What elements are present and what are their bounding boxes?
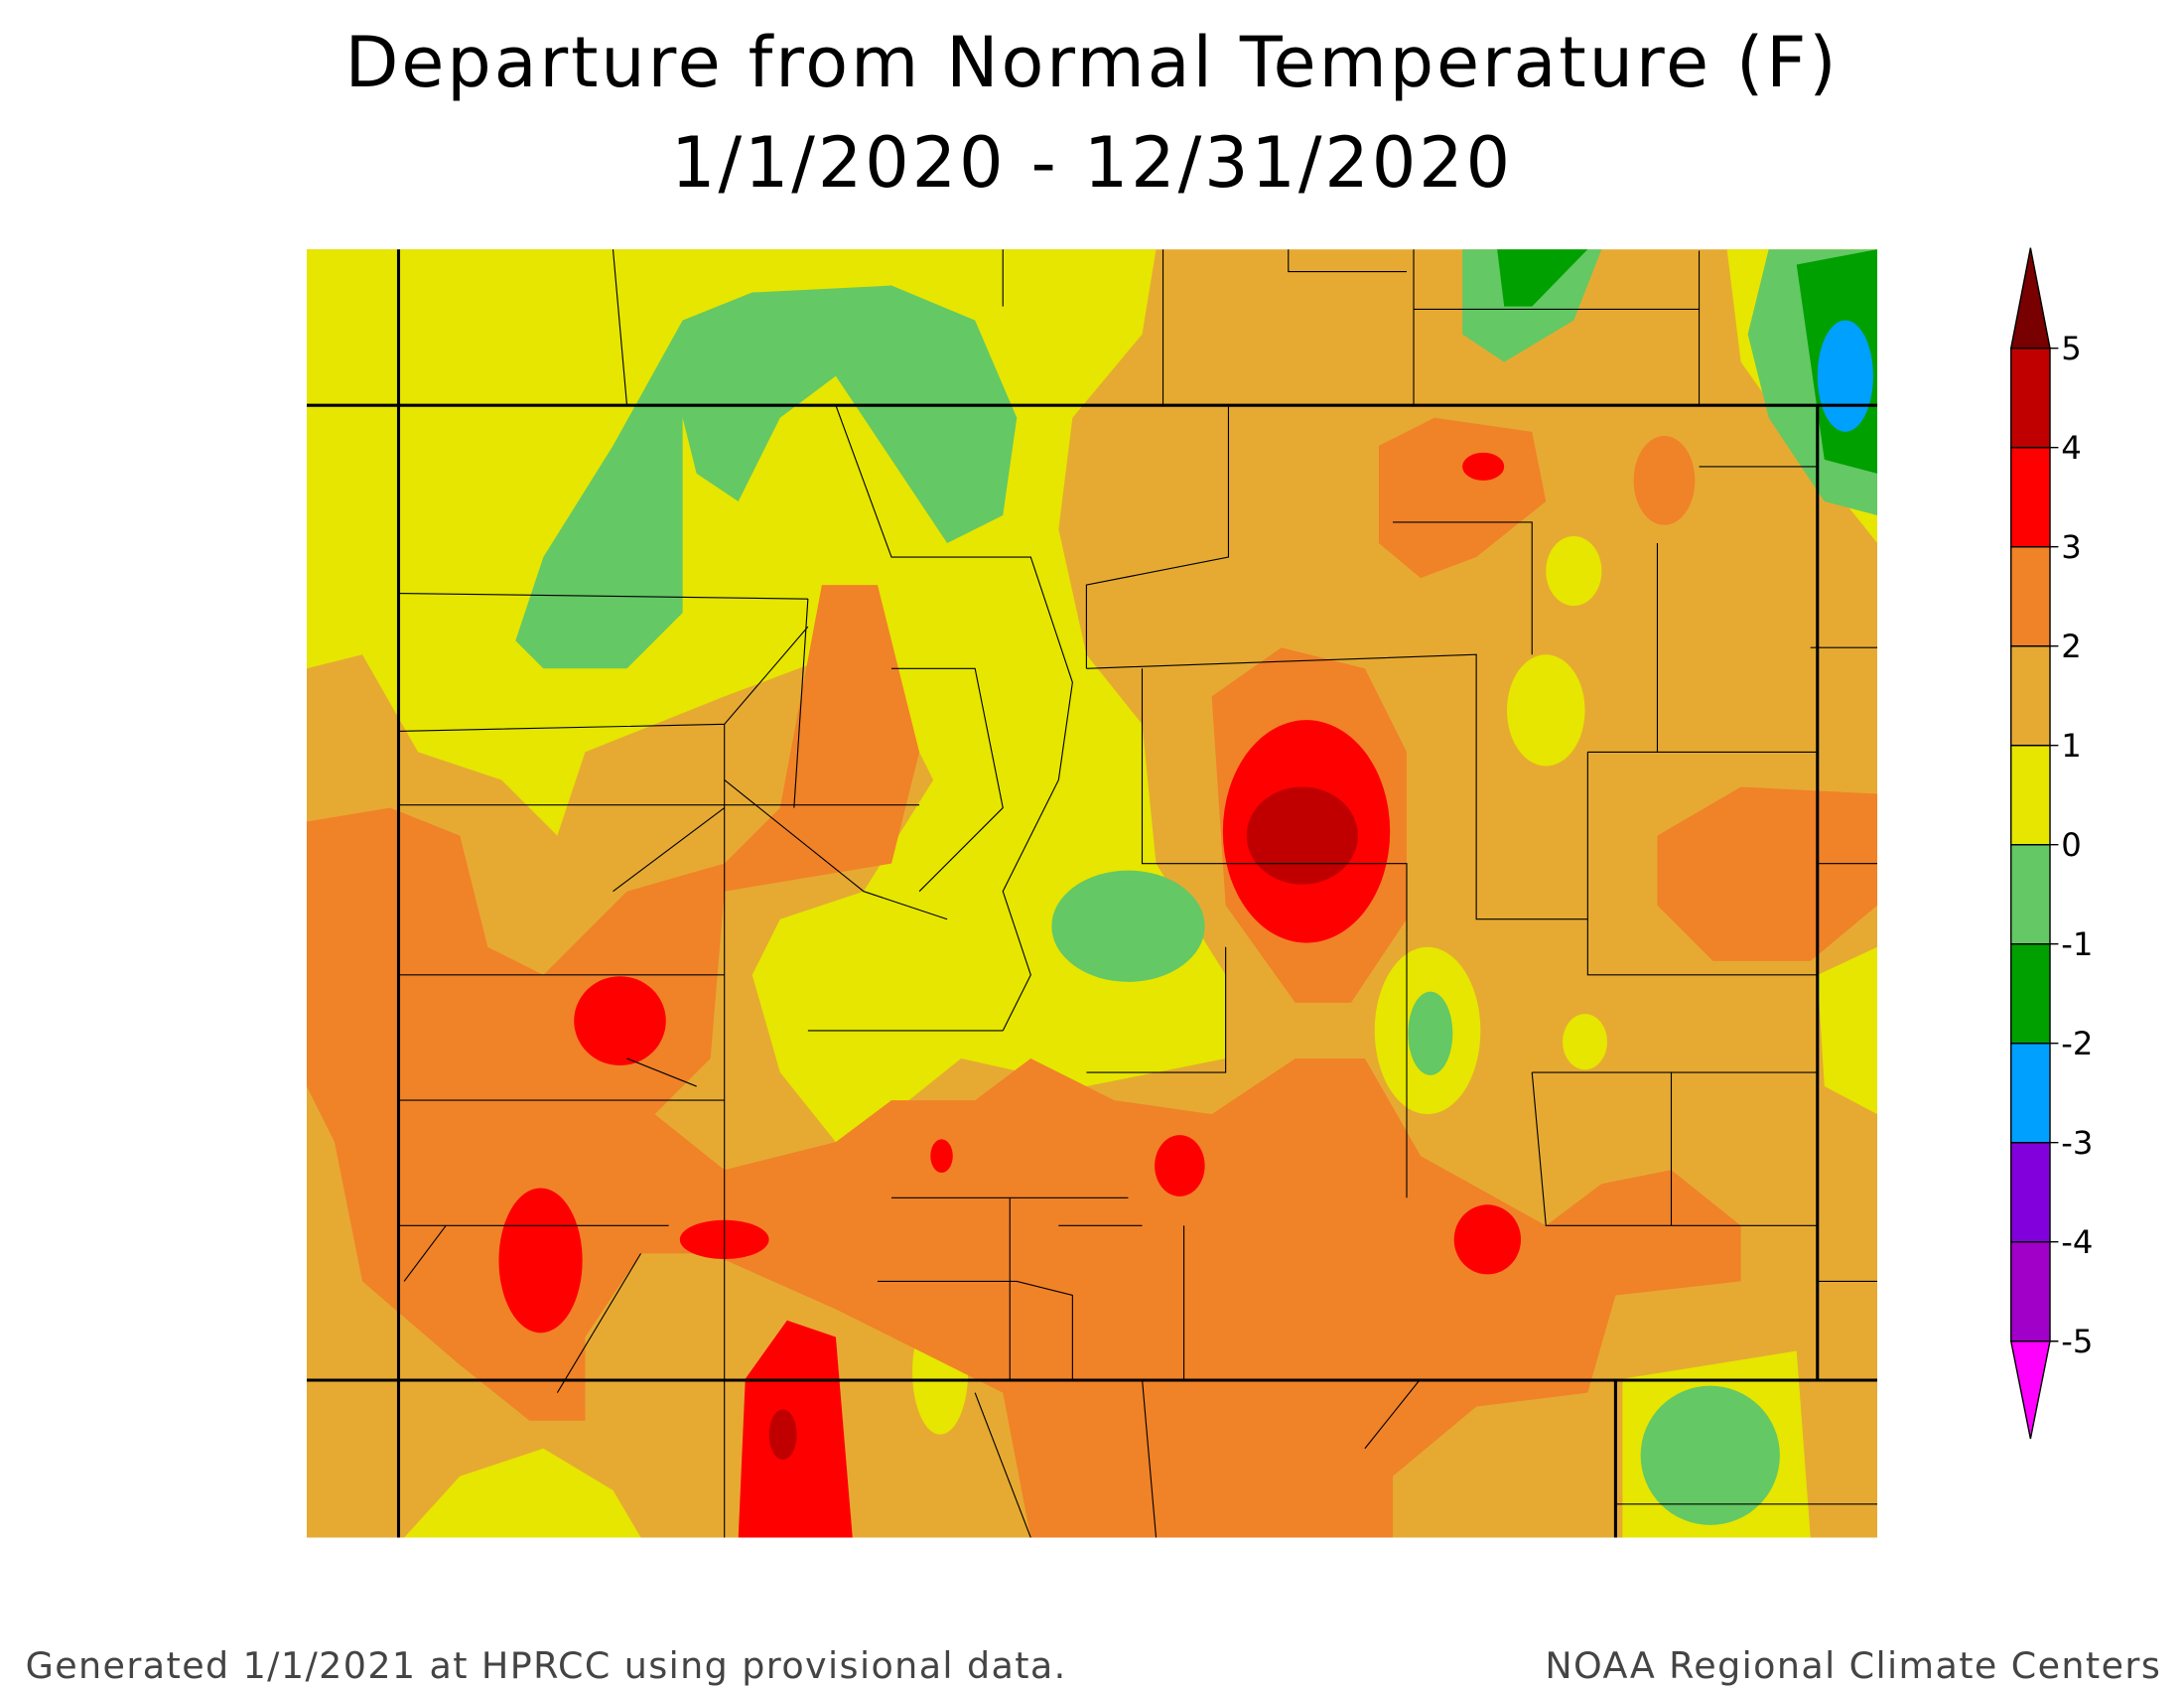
colorbar-band — [2010, 1241, 2051, 1342]
colorbar-label: 3 — [2061, 528, 2082, 566]
colorbar-label: -5 — [2061, 1323, 2093, 1360]
title: Departure from Normal Temperature (F) — [345, 22, 1840, 103]
colorbar-label: 4 — [2061, 429, 2082, 467]
colorbar-label: -4 — [2061, 1223, 2093, 1261]
colorbar-band — [2010, 1142, 2051, 1243]
colorbar-label: 5 — [2061, 330, 2082, 367]
colorbar: 5 4 3 2 1 0 -1 -2 -3 -4 -5 — [2009, 247, 2093, 1440]
colorbar-band — [2010, 347, 2051, 449]
colorbar-cap — [2009, 1340, 2051, 1440]
footer-left: Generated 1/1/2021 at HPRCC using provis… — [26, 1644, 1067, 1687]
footer-right: NOAA Regional Climate Centers — [1545, 1644, 2161, 1687]
colorbar-label: 0 — [2061, 826, 2082, 864]
colorbar-label: 2 — [2061, 628, 2082, 665]
colorbar-band — [2010, 744, 2051, 846]
colorbar-band — [2010, 943, 2051, 1045]
colorbar-band — [2010, 446, 2051, 548]
colorbar-band — [2010, 644, 2051, 747]
colorbar-band — [2010, 1043, 2051, 1144]
colorbar-cap — [2009, 247, 2051, 350]
subtitle: 1/1/2020 - 12/31/2020 — [671, 122, 1513, 204]
colorbar-band — [2010, 545, 2051, 647]
colorbar-label: 1 — [2061, 727, 2082, 765]
colorbar-label: -3 — [2061, 1124, 2093, 1162]
colorbar-label: -2 — [2061, 1025, 2093, 1062]
colorbar-label: -1 — [2061, 925, 2093, 963]
colorbar-band — [2010, 844, 2051, 945]
map — [306, 249, 1878, 1538]
